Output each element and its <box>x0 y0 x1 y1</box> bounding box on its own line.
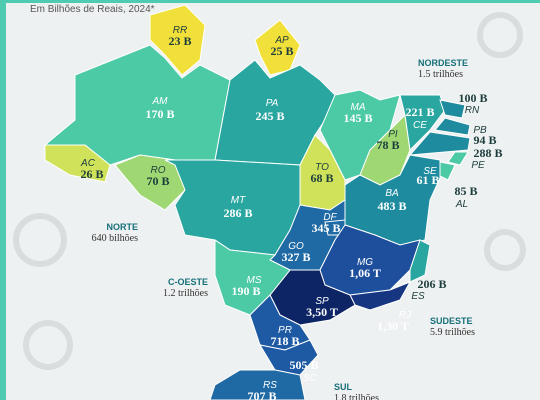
region-name: C-OESTE <box>168 277 208 287</box>
state-code: RJ <box>399 310 412 321</box>
state-value: 145 B <box>343 111 372 125</box>
state-shape <box>439 99 466 119</box>
state-code: AL <box>455 199 468 210</box>
state-shape <box>408 131 471 156</box>
state-code: SP <box>315 296 329 307</box>
state-code: PR <box>278 325 292 336</box>
state-code: RR <box>173 25 187 36</box>
state-value: 61 B <box>416 173 439 187</box>
brazil-map <box>43 4 471 400</box>
state-value: 707 B <box>247 389 276 400</box>
state-value: 26 B <box>80 167 103 181</box>
state-value: 245 B <box>255 109 284 123</box>
state-value: 483 B <box>377 199 406 213</box>
gear-icon <box>13 213 67 267</box>
state-shape <box>149 4 206 76</box>
region-name: NORTE <box>107 222 139 232</box>
state-value: 94 B <box>473 133 496 147</box>
state-value: 3,50 T <box>306 305 338 319</box>
state-code: PA <box>266 98 279 109</box>
region-total: 1.5 trilhões <box>418 69 463 80</box>
region-total: 1.8 trilhões <box>334 393 379 400</box>
state-value: 68 B <box>310 171 333 185</box>
state-code: AC <box>80 158 96 169</box>
state-code: RN <box>465 105 480 116</box>
state-shape <box>214 239 291 316</box>
state-shape <box>44 144 111 183</box>
state-value: 190 B <box>231 284 260 298</box>
state-code: MT <box>231 195 246 206</box>
state-code: MS <box>247 275 262 286</box>
state-value: 1,06 T <box>349 266 381 280</box>
state-code: AM <box>152 96 169 107</box>
state-code: DF <box>323 212 337 223</box>
region-name: SUL <box>334 382 353 392</box>
state-code: AP <box>274 35 289 46</box>
state-value: 85 B <box>454 184 477 198</box>
state-value: 327 B <box>281 250 310 264</box>
region-total: 1.2 trilhões <box>163 288 208 299</box>
state-value: 23 B <box>168 34 191 48</box>
region-total: 640 bilhões <box>92 233 138 244</box>
region-name: SUDESTE <box>430 316 473 326</box>
state-shape <box>209 369 306 400</box>
state-shape <box>399 94 446 152</box>
frame-top <box>0 0 540 3</box>
gear-icon <box>484 229 526 271</box>
region-total: 5.9 trilhões <box>430 327 475 338</box>
state-code: GO <box>288 241 304 252</box>
state-value: 206 B <box>417 277 446 291</box>
coin-icon <box>23 320 73 370</box>
state-value: 1,30 T <box>377 319 409 333</box>
state-value: 718 B <box>270 334 299 348</box>
state-value: 100 B <box>458 91 487 105</box>
state-value: 288 B <box>473 146 502 160</box>
state-code: RO <box>151 165 166 176</box>
frame-left <box>0 0 6 400</box>
state-code: MG <box>357 257 373 268</box>
state-value: 170 B <box>145 107 174 121</box>
state-value: 345 B <box>311 221 340 235</box>
state-code: RS <box>263 380 277 391</box>
gear-icon <box>477 12 523 58</box>
state-code: PI <box>388 129 398 140</box>
state-shape <box>434 117 471 136</box>
state-code: PB <box>473 125 487 136</box>
background-icons <box>13 12 526 370</box>
state-value: 70 B <box>146 174 169 188</box>
state-code: ES <box>411 291 425 302</box>
state-code: SC <box>303 373 318 384</box>
state-shape <box>409 239 431 283</box>
state-shape <box>447 151 469 166</box>
state-code: PE <box>471 160 485 171</box>
subtitle: Em Bilhões de Reais, 2024* <box>30 4 155 15</box>
state-code: CE <box>413 120 427 131</box>
state-value: 505 B <box>289 358 318 372</box>
state-value: 78 B <box>376 138 399 152</box>
state-code: TO <box>315 162 329 173</box>
state-value: 286 B <box>223 206 252 220</box>
state-code: MA <box>351 102 366 113</box>
state-code: SE <box>423 166 437 177</box>
state-value: 221 B <box>405 105 434 119</box>
state-code: BA <box>385 188 399 199</box>
region-name: NORDESTE <box>418 58 468 68</box>
state-value: 25 B <box>270 44 293 58</box>
